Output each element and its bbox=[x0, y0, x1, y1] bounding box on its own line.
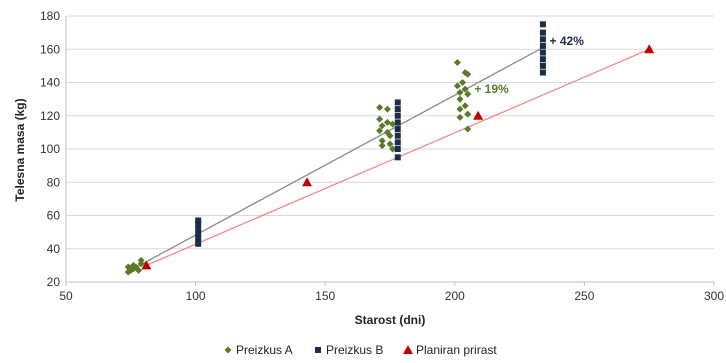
annotation-label: + 19% bbox=[474, 82, 509, 96]
y-tick-label: 180 bbox=[40, 9, 60, 23]
trendlines bbox=[133, 47, 650, 270]
data-point-diamond bbox=[378, 137, 386, 145]
data-point-diamond bbox=[464, 125, 472, 133]
data-point-diamond bbox=[137, 260, 145, 268]
data-point-diamond bbox=[378, 122, 386, 130]
data-point-diamond bbox=[464, 70, 472, 78]
data-point-square bbox=[394, 139, 401, 146]
data-point-diamond bbox=[461, 102, 469, 110]
data-point-diamond bbox=[383, 118, 391, 126]
data-point-square bbox=[195, 225, 202, 232]
data-point-diamond bbox=[378, 142, 386, 150]
data-point-square bbox=[195, 230, 202, 237]
y-tick-label: 20 bbox=[47, 275, 61, 289]
data-point-square bbox=[195, 240, 202, 247]
data-point-diamond bbox=[464, 110, 472, 118]
data-point-diamond bbox=[464, 90, 472, 98]
data-point-square bbox=[539, 42, 546, 49]
data-point-square bbox=[394, 112, 401, 119]
data-point-diamond bbox=[135, 266, 143, 274]
data-point-diamond bbox=[456, 105, 464, 113]
x-tick-label: 50 bbox=[59, 289, 73, 303]
legend-label: Preizkus B bbox=[326, 343, 383, 357]
data-point-diamond bbox=[376, 103, 384, 111]
legend-label: Planiran prirast bbox=[416, 343, 497, 357]
data-point-diamond bbox=[459, 79, 467, 86]
data-point-square bbox=[539, 49, 546, 56]
x-tick-label: 300 bbox=[704, 289, 724, 303]
data-point-diamond bbox=[456, 88, 464, 96]
data-point-diamond bbox=[224, 346, 232, 354]
data-point-square bbox=[539, 29, 546, 36]
data-point-diamond bbox=[383, 105, 391, 113]
y-tick-label: 160 bbox=[40, 42, 60, 56]
annotations: + 42% + 19% bbox=[474, 34, 584, 96]
data-point-square bbox=[394, 99, 401, 106]
data-point-square bbox=[394, 106, 401, 113]
y-tick-label: 140 bbox=[40, 76, 60, 90]
data-point-square bbox=[539, 21, 546, 28]
x-axis-title: Starost (dni) bbox=[355, 313, 426, 327]
annotation-label: + 42% bbox=[550, 34, 585, 48]
x-tick-label: 200 bbox=[445, 289, 465, 303]
data-point-diamond bbox=[456, 95, 464, 103]
x-tick-label: 150 bbox=[315, 289, 335, 303]
data-points bbox=[124, 21, 655, 276]
legend-label: Preizkus A bbox=[236, 343, 293, 357]
data-point-square bbox=[539, 69, 546, 76]
trendline bbox=[133, 47, 544, 270]
data-point-diamond bbox=[386, 140, 394, 148]
data-point-square bbox=[394, 146, 401, 152]
data-point-diamond bbox=[456, 113, 464, 121]
data-point-triangle bbox=[302, 177, 313, 187]
data-point-diamond bbox=[376, 115, 384, 123]
data-point-diamond bbox=[453, 59, 461, 67]
data-point-diamond bbox=[376, 127, 384, 135]
data-point-triangle bbox=[141, 260, 152, 270]
data-point-square bbox=[394, 154, 401, 161]
data-point-triangle bbox=[473, 110, 484, 120]
y-axis-title: Telesna masa (kg) bbox=[13, 98, 27, 201]
y-tick-label: 80 bbox=[47, 175, 61, 189]
y-tick-label: 100 bbox=[40, 142, 60, 156]
data-point-diamond bbox=[461, 85, 469, 93]
data-point-square bbox=[539, 62, 546, 69]
data-point-diamond bbox=[389, 145, 397, 153]
data-point-triangle bbox=[403, 345, 413, 354]
y-tick-label: 120 bbox=[40, 109, 60, 123]
data-point-diamond bbox=[389, 120, 397, 128]
data-point-diamond bbox=[386, 132, 394, 140]
x-tick-label: 250 bbox=[574, 289, 594, 303]
axes: 20 40 60 80 100 120 140 160 180 50 100 150 200 250 300 bbox=[40, 9, 724, 303]
data-point-square bbox=[394, 126, 401, 133]
data-point-square bbox=[315, 347, 321, 353]
data-point-square bbox=[195, 235, 202, 242]
data-point-diamond bbox=[453, 82, 461, 90]
data-point-square bbox=[394, 119, 401, 126]
data-point-square bbox=[195, 217, 202, 224]
data-point-square bbox=[539, 36, 546, 43]
data-point-triangle bbox=[644, 44, 655, 54]
data-point-square bbox=[394, 132, 401, 139]
data-point-square bbox=[539, 56, 546, 63]
x-tick-label: 100 bbox=[186, 289, 206, 303]
y-tick-label: 40 bbox=[47, 242, 61, 256]
legend: Preizkus A Preizkus B Planiran prirast bbox=[224, 343, 497, 357]
data-point-square bbox=[195, 220, 202, 227]
y-tick-label: 60 bbox=[47, 209, 61, 223]
